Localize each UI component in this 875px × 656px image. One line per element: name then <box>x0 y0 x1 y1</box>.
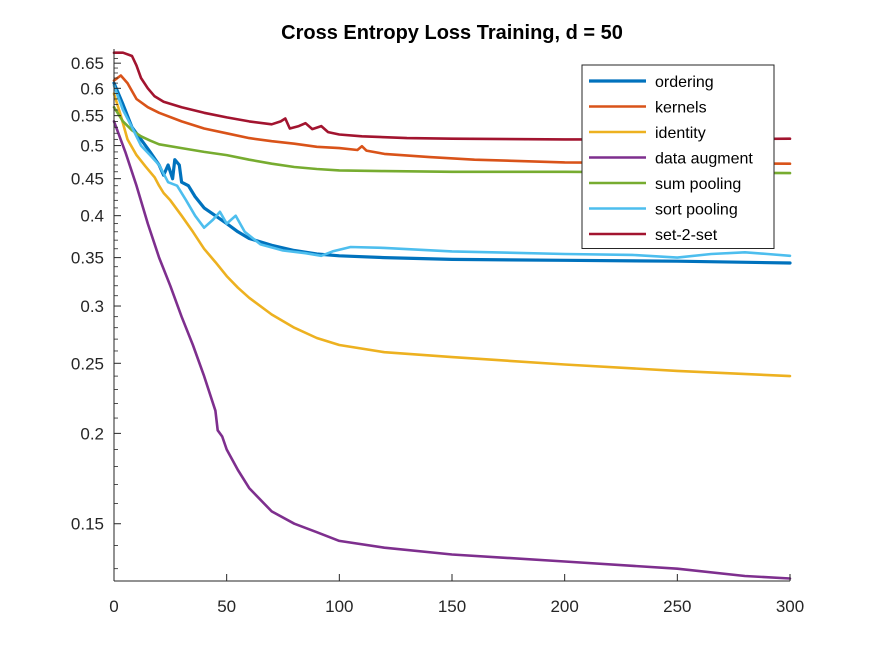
legend-label: sort pooling <box>655 202 738 219</box>
y-tick-label: 0.5 <box>80 137 104 156</box>
legend-label: set-2-set <box>655 227 718 244</box>
legend-label: data augment <box>655 151 753 168</box>
y-tick-label: 0.55 <box>71 107 104 126</box>
y-tick-label: 0.45 <box>71 170 104 189</box>
legend-label: sum pooling <box>655 176 741 193</box>
y-tick-label: 0.4 <box>80 207 104 226</box>
legend-label: identity <box>655 125 706 142</box>
x-tick-label: 100 <box>325 597 353 616</box>
y-tick-label: 0.6 <box>80 79 104 98</box>
chart-title: Cross Entropy Loss Training, d = 50 <box>281 22 623 44</box>
x-tick-label: 250 <box>663 597 691 616</box>
series-line-data-augment <box>112 120 792 580</box>
legend-label: ordering <box>655 74 714 91</box>
y-tick-label: 0.25 <box>71 354 104 373</box>
series-line-kernels <box>112 74 792 165</box>
y-tick-label: 0.35 <box>71 249 104 268</box>
y-tick-label: 0.15 <box>71 515 104 534</box>
series-line-sum-pooling <box>112 105 792 175</box>
y-tick-label: 0.65 <box>71 54 104 73</box>
plot-area <box>112 51 792 580</box>
series-line-set-2-set <box>112 51 792 141</box>
x-tick-label: 300 <box>776 597 804 616</box>
series-line-identity <box>112 92 792 378</box>
x-tick-label: 0 <box>109 597 118 616</box>
legend-label: kernels <box>655 100 707 117</box>
x-tick-label: 200 <box>550 597 578 616</box>
legend: ordering kernels identity data augment sum p… <box>581 64 775 249</box>
y-tick-label: 0.3 <box>80 297 104 316</box>
y-tick-label: 0.2 <box>80 424 104 443</box>
x-tick-label: 150 <box>438 597 466 616</box>
x-tick-label: 50 <box>217 597 236 616</box>
axes: 0 50 100 150 200 250 300 0.15 0.2 0.25 0.3 0.35 0.4 0… <box>71 49 804 616</box>
series-line-sort-pooling <box>112 84 792 259</box>
